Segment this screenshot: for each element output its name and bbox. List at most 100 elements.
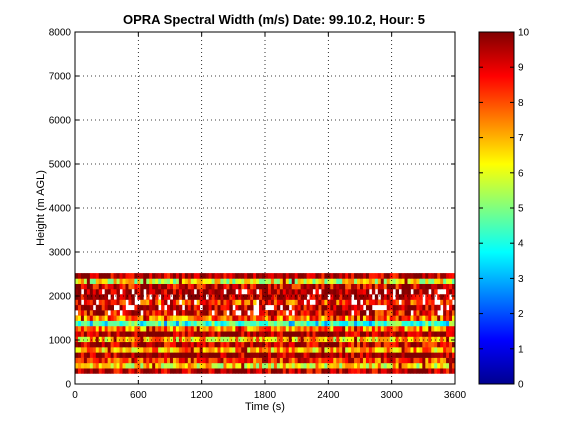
heatmap-cell [107, 325, 112, 332]
heatmap-cell [374, 368, 379, 374]
heatmap-cell [193, 341, 198, 348]
heatmap-cell [392, 325, 397, 332]
heatmap-cell [336, 310, 340, 316]
heatmap-cell [294, 283, 299, 290]
heatmap-cell [75, 304, 79, 311]
heatmap-cell [170, 341, 174, 348]
heatmap-cell [241, 336, 245, 343]
heatmap-cell [158, 299, 162, 306]
heatmap-cell [348, 325, 352, 332]
heatmap-cell [440, 299, 444, 306]
heatmap-cell [383, 357, 388, 364]
heatmap-cell [354, 357, 358, 364]
heatmap-cell [404, 283, 408, 290]
heatmap-cell [449, 299, 453, 306]
heatmap-cell [98, 273, 103, 279]
heatmap-cell [131, 273, 135, 279]
heatmap-cell [143, 283, 147, 290]
heatmap-cell [306, 304, 310, 311]
heatmap-cell [250, 368, 254, 374]
heatmap-cell [193, 294, 198, 300]
heatmap-cell [285, 283, 290, 290]
heatmap-cell [324, 325, 328, 332]
heatmap-cell [152, 368, 156, 374]
heatmap-cell [220, 336, 224, 343]
heatmap-cell [116, 347, 120, 353]
heatmap-cell [137, 336, 141, 343]
heatmap-cell [357, 368, 361, 374]
heatmap-cell [89, 315, 94, 321]
heatmap-cell [140, 273, 144, 279]
heatmap-cell [116, 288, 120, 295]
heatmap-cell [83, 294, 88, 300]
heatmap-cell [202, 347, 207, 353]
heatmap-cell [315, 310, 319, 316]
heatmap-cell [232, 352, 236, 358]
heatmap-cell [134, 273, 138, 279]
heatmap-cell [419, 325, 423, 332]
heatmap-cell [208, 347, 212, 353]
heatmap-cell [161, 331, 165, 337]
heatmap-cell [380, 331, 385, 337]
heatmap-cell [315, 347, 319, 353]
heatmap-cell [452, 273, 456, 279]
heatmap-cell [202, 294, 207, 300]
heatmap-cell [401, 304, 405, 311]
heatmap-cell [143, 325, 147, 332]
heatmap-cell [101, 294, 106, 300]
heatmap-cell [368, 273, 373, 279]
heatmap-cell [181, 362, 186, 369]
heatmap-cell [330, 357, 334, 364]
heatmap-cell [128, 357, 132, 364]
heatmap-cell [122, 273, 126, 279]
heatmap-cell [110, 304, 114, 311]
heatmap-cell [273, 299, 278, 306]
heatmap-cell [318, 294, 322, 300]
heatmap-cell [86, 288, 91, 295]
heatmap-cell [419, 341, 423, 348]
heatmap-cell [211, 362, 215, 369]
heatmap-cell [315, 315, 319, 321]
heatmap-cell [419, 368, 423, 374]
heatmap-cell [440, 352, 444, 358]
heatmap-cell [282, 368, 287, 374]
heatmap-cell [238, 288, 242, 295]
heatmap-cell [95, 288, 100, 295]
heatmap-cell [181, 368, 186, 374]
heatmap-cell [107, 347, 112, 353]
heatmap-cell [122, 336, 126, 343]
heatmap-cell [404, 320, 408, 327]
heatmap-cell [371, 310, 376, 316]
heatmap-cell [365, 278, 370, 284]
heatmap-cell [265, 331, 269, 337]
heatmap-cell [452, 362, 456, 369]
heatmap-cell [208, 341, 212, 348]
heatmap-cell [190, 299, 195, 306]
heatmap-cell [208, 283, 212, 290]
heatmap-cell [389, 336, 394, 343]
heatmap-cell [348, 362, 352, 369]
heatmap-cell [401, 315, 405, 321]
heatmap-cell [362, 352, 367, 358]
heatmap-cell [175, 336, 180, 343]
heatmap-cell [348, 299, 352, 306]
heatmap-cell [190, 331, 195, 337]
heatmap-cell [116, 331, 120, 337]
heatmap-cell [235, 273, 239, 279]
heatmap-cell [214, 273, 218, 279]
heatmap-cell [446, 320, 450, 327]
heatmap-cell [327, 336, 331, 343]
heatmap-cell [146, 273, 150, 279]
heatmap-cell [339, 310, 343, 316]
heatmap-cell [428, 368, 432, 374]
heatmap-cell [288, 331, 293, 337]
heatmap-cell [134, 325, 138, 332]
heatmap-cell [110, 288, 114, 295]
heatmap-cell [238, 299, 242, 306]
heatmap-cell [330, 304, 334, 311]
heatmap-cell [351, 283, 355, 290]
heatmap-cell [300, 362, 304, 369]
heatmap-cell [345, 347, 349, 353]
heatmap-cell [279, 347, 284, 353]
heatmap-cell [428, 352, 432, 358]
